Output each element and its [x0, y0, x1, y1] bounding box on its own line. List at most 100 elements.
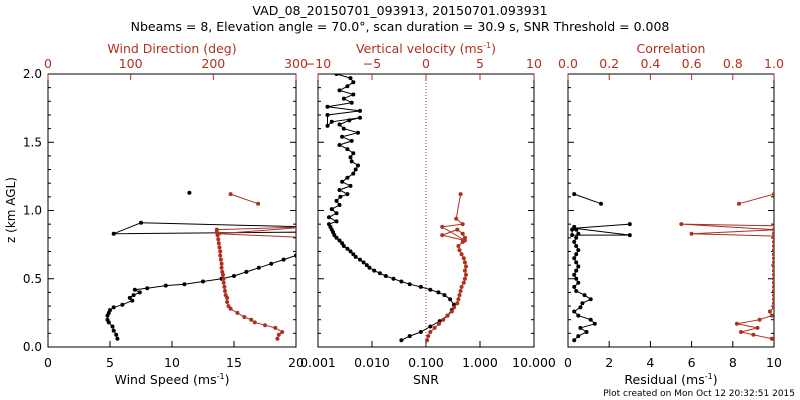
data-point — [428, 330, 433, 334]
data-point — [219, 261, 224, 266]
data-point — [249, 317, 254, 322]
data-point — [772, 272, 774, 277]
top-tick-label: 5 — [476, 56, 484, 71]
data-point — [340, 134, 345, 139]
top-axis-label: Correlation — [637, 41, 706, 56]
data-point — [689, 231, 694, 236]
top-axis-label: Wind Direction (deg) — [107, 41, 236, 56]
data-point — [127, 295, 132, 300]
data-point — [349, 100, 354, 105]
data-point — [182, 282, 187, 287]
data-point — [308, 225, 312, 229]
plot-frame — [567, 73, 775, 348]
data-point — [772, 227, 774, 232]
data-point — [216, 231, 221, 236]
data-point — [772, 280, 774, 285]
top-tick-label: 100 — [119, 56, 143, 71]
data-point — [329, 119, 334, 124]
data-point — [418, 284, 423, 289]
bottom-axis-label-sup: -1 — [217, 372, 225, 381]
data-point — [432, 325, 437, 330]
data-point — [407, 282, 412, 287]
data-point — [572, 256, 577, 261]
data-point — [437, 321, 441, 326]
data-point — [772, 289, 774, 293]
bottom-axis-label-text: Residual (ms — [624, 372, 704, 387]
top-tick-label: −5 — [363, 56, 381, 71]
data-point — [772, 244, 774, 248]
data-point — [572, 226, 577, 231]
data-point — [334, 219, 339, 224]
data-point — [351, 252, 356, 257]
data-point — [399, 279, 404, 284]
top-tick-label: −10 — [305, 56, 331, 71]
data-point — [755, 325, 760, 330]
data-point — [457, 248, 462, 253]
data-point — [570, 233, 575, 238]
data-point — [356, 130, 360, 135]
data-point — [772, 248, 774, 253]
data-point — [737, 201, 741, 206]
data-point — [351, 151, 356, 156]
data-point — [348, 249, 353, 254]
data-point — [145, 286, 150, 291]
data-point — [574, 260, 579, 265]
data-point — [574, 252, 579, 257]
data-point — [308, 236, 312, 240]
series-line-1 — [574, 193, 602, 205]
data-point — [364, 263, 369, 268]
bottom-tick-label: 10 — [164, 355, 180, 370]
data-point — [576, 248, 581, 253]
data-point — [772, 192, 774, 197]
data-point — [273, 325, 278, 330]
data-point — [367, 265, 372, 270]
data-point — [454, 216, 459, 221]
data-point — [772, 276, 774, 281]
y-axis-label: z (km AGL) — [4, 177, 18, 243]
data-point — [337, 122, 342, 127]
data-point — [334, 74, 339, 76]
series-group — [325, 74, 468, 343]
top-tick-label: 0.4 — [640, 56, 660, 71]
data-point — [345, 175, 350, 180]
data-point — [137, 290, 142, 295]
data-point — [426, 334, 431, 339]
data-point — [341, 96, 346, 101]
bottom-tick-label: 10.000 — [512, 355, 556, 370]
data-point — [334, 198, 339, 203]
data-point — [772, 256, 774, 261]
top-tick-label: 0 — [44, 56, 52, 71]
data-point — [769, 336, 774, 341]
bottom-tick-label: 8 — [729, 355, 737, 370]
top-axis-label-text: Wind Direction (deg) — [107, 41, 236, 56]
data-point — [576, 313, 581, 318]
data-point — [457, 293, 462, 298]
top-tick-label: 0.6 — [682, 56, 702, 71]
data-point — [337, 238, 342, 243]
data-point — [353, 167, 358, 172]
data-point — [572, 272, 577, 277]
data-point — [574, 276, 579, 281]
data-point — [572, 309, 577, 314]
y-tick-label: 1.0 — [23, 204, 42, 218]
data-point — [276, 332, 281, 337]
data-point — [226, 304, 231, 309]
data-point — [340, 179, 345, 184]
data-point — [338, 194, 343, 199]
bottom-tick-label: 0 — [564, 355, 572, 370]
data-point — [220, 269, 225, 274]
data-point — [462, 268, 467, 273]
data-point — [105, 317, 110, 322]
bottom-axis-label-text: Wind Speed (ms — [115, 372, 217, 387]
data-point — [201, 279, 205, 284]
data-point — [772, 260, 774, 265]
plot-frame — [47, 73, 297, 348]
data-point — [462, 238, 467, 243]
series-group — [570, 192, 774, 343]
data-point — [218, 257, 223, 262]
data-point — [223, 293, 228, 298]
data-point — [452, 305, 457, 310]
data-point — [337, 88, 342, 93]
footer-timestamp: Plot created on Mon Oct 12 20:32:51 2015 — [603, 389, 795, 399]
